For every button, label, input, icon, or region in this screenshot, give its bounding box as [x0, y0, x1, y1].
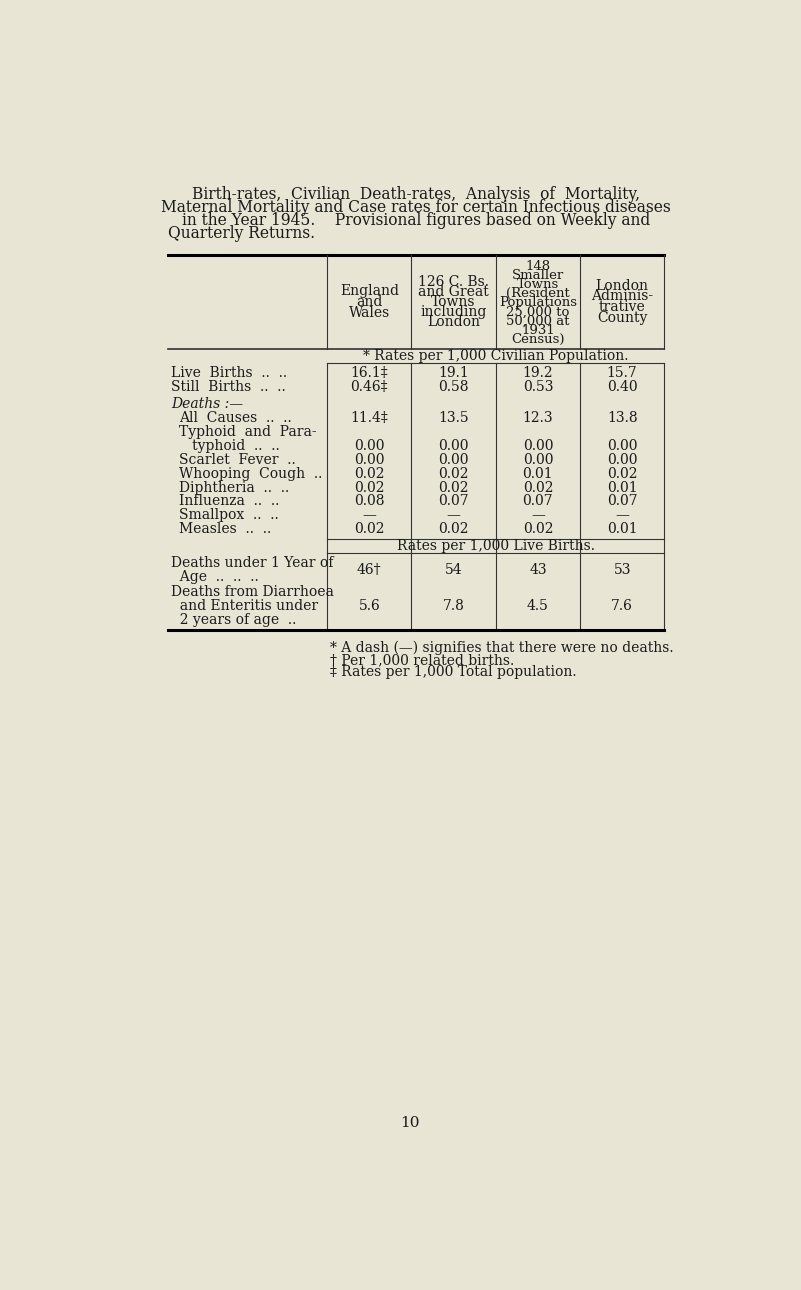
Text: and Great: and Great — [418, 285, 489, 299]
Text: 0.01: 0.01 — [607, 522, 638, 537]
Text: 5.6: 5.6 — [359, 599, 380, 613]
Text: London: London — [427, 315, 480, 329]
Text: 0.00: 0.00 — [354, 453, 384, 467]
Text: 0.07: 0.07 — [522, 494, 553, 508]
Text: Quarterly Returns.: Quarterly Returns. — [168, 224, 316, 241]
Text: 0.40: 0.40 — [607, 379, 638, 393]
Text: 0.58: 0.58 — [438, 379, 469, 393]
Text: 0.00: 0.00 — [523, 453, 553, 467]
Text: Smaller: Smaller — [512, 268, 564, 281]
Text: England: England — [340, 284, 399, 298]
Text: Populations: Populations — [499, 297, 577, 310]
Text: Influenza  ..  ..: Influenza .. .. — [179, 494, 280, 508]
Text: 0.02: 0.02 — [354, 480, 384, 494]
Text: 50,000 at: 50,000 at — [506, 315, 570, 328]
Text: 0.02: 0.02 — [523, 522, 553, 537]
Text: —: — — [615, 508, 629, 522]
Text: 7.6: 7.6 — [611, 599, 633, 613]
Text: 53: 53 — [614, 562, 631, 577]
Text: trative: trative — [599, 301, 646, 315]
Text: * A dash (—) signifies that there were no deaths.: * A dash (—) signifies that there were n… — [330, 641, 674, 655]
Text: 0.00: 0.00 — [523, 439, 553, 453]
Text: including: including — [421, 304, 487, 319]
Text: Scarlet  Fever  ..: Scarlet Fever .. — [179, 453, 296, 467]
Text: 7.8: 7.8 — [443, 599, 465, 613]
Text: † Per 1,000 related births.: † Per 1,000 related births. — [330, 653, 514, 667]
Text: in the Year 1945.    Provisional figures based on Weekly and: in the Year 1945. Provisional figures ba… — [182, 212, 650, 228]
Text: Adminis-: Adminis- — [591, 289, 654, 303]
Text: 0.02: 0.02 — [354, 467, 384, 481]
Text: 0.53: 0.53 — [523, 379, 553, 393]
Text: All  Causes  ..  ..: All Causes .. .. — [179, 412, 292, 426]
Text: 0.00: 0.00 — [438, 453, 469, 467]
Text: 0.00: 0.00 — [607, 453, 638, 467]
Text: Rates per 1,000 Live Births.: Rates per 1,000 Live Births. — [396, 539, 595, 553]
Text: Whooping  Cough  ..: Whooping Cough .. — [179, 467, 323, 481]
Text: 0.07: 0.07 — [607, 494, 638, 508]
Text: —: — — [362, 508, 376, 522]
Text: Smallpox  ..  ..: Smallpox .. .. — [179, 508, 279, 522]
Text: County: County — [597, 311, 647, 325]
Text: Still  Births  ..  ..: Still Births .. .. — [171, 379, 286, 393]
Text: 13.5: 13.5 — [438, 412, 469, 426]
Text: 0.46‡: 0.46‡ — [351, 379, 388, 393]
Text: Age  ..  ..  ..: Age .. .. .. — [171, 570, 260, 584]
Text: 19.1: 19.1 — [438, 366, 469, 379]
Text: 0.02: 0.02 — [354, 522, 384, 537]
Text: 2 years of age  ..: 2 years of age .. — [171, 613, 297, 627]
Text: 0.07: 0.07 — [438, 494, 469, 508]
Text: Measles  ..  ..: Measles .. .. — [179, 522, 272, 537]
Text: 19.2: 19.2 — [522, 366, 553, 379]
Text: 0.00: 0.00 — [354, 439, 384, 453]
Text: 10: 10 — [400, 1116, 420, 1130]
Text: 0.02: 0.02 — [438, 467, 469, 481]
Text: Deaths from Diarrhoea: Deaths from Diarrhoea — [171, 586, 334, 600]
Text: 0.02: 0.02 — [523, 480, 553, 494]
Text: * Rates per 1,000 Civilian Population.: * Rates per 1,000 Civilian Population. — [363, 348, 629, 362]
Text: and: and — [356, 295, 383, 308]
Text: typhoid  ..  ..: typhoid .. .. — [179, 439, 280, 453]
Text: 0.00: 0.00 — [438, 439, 469, 453]
Text: and Enteritis under: and Enteritis under — [171, 599, 319, 613]
Text: 46†: 46† — [357, 562, 381, 577]
Text: 43: 43 — [529, 562, 547, 577]
Text: Towns: Towns — [517, 279, 559, 292]
Text: Deaths under 1 Year of: Deaths under 1 Year of — [171, 556, 334, 570]
Text: 0.02: 0.02 — [438, 480, 469, 494]
Text: Towns: Towns — [432, 295, 476, 308]
Text: —: — — [447, 508, 461, 522]
Text: 0.02: 0.02 — [438, 522, 469, 537]
Text: Live  Births  ..  ..: Live Births .. .. — [171, 366, 288, 379]
Text: 12.3: 12.3 — [522, 412, 553, 426]
Text: —: — — [531, 508, 545, 522]
Text: 4.5: 4.5 — [527, 599, 549, 613]
Text: Birth-rates,  Civilian  Death-rates,  Analysis  of  Mortality,: Birth-rates, Civilian Death-rates, Analy… — [192, 186, 640, 203]
Text: 0.08: 0.08 — [354, 494, 384, 508]
Text: Maternal Mortality and Case rates for certain Infectious diseases: Maternal Mortality and Case rates for ce… — [162, 199, 671, 215]
Text: 16.1‡: 16.1‡ — [351, 366, 388, 379]
Text: Typhoid  and  Para-: Typhoid and Para- — [179, 426, 317, 439]
Text: 0.01: 0.01 — [607, 480, 638, 494]
Text: 54: 54 — [445, 562, 462, 577]
Text: (Resident: (Resident — [506, 288, 570, 301]
Text: Wales: Wales — [348, 306, 390, 320]
Text: London: London — [596, 279, 649, 293]
Text: 1931: 1931 — [521, 324, 555, 337]
Text: 126 C. Bs.: 126 C. Bs. — [418, 275, 489, 289]
Text: 0.01: 0.01 — [522, 467, 553, 481]
Text: 15.7: 15.7 — [607, 366, 638, 379]
Text: Diphtheria  ..  ..: Diphtheria .. .. — [179, 480, 289, 494]
Text: Deaths :—: Deaths :— — [171, 397, 244, 412]
Text: 0.02: 0.02 — [607, 467, 638, 481]
Text: Census): Census) — [511, 333, 565, 347]
Text: ‡ Rates per 1,000 Total population.: ‡ Rates per 1,000 Total population. — [330, 666, 577, 680]
Text: 25,000 to: 25,000 to — [506, 306, 570, 319]
Text: 13.8: 13.8 — [607, 412, 638, 426]
Text: 11.4‡: 11.4‡ — [351, 412, 388, 426]
Text: 148: 148 — [525, 259, 550, 272]
Text: 0.00: 0.00 — [607, 439, 638, 453]
